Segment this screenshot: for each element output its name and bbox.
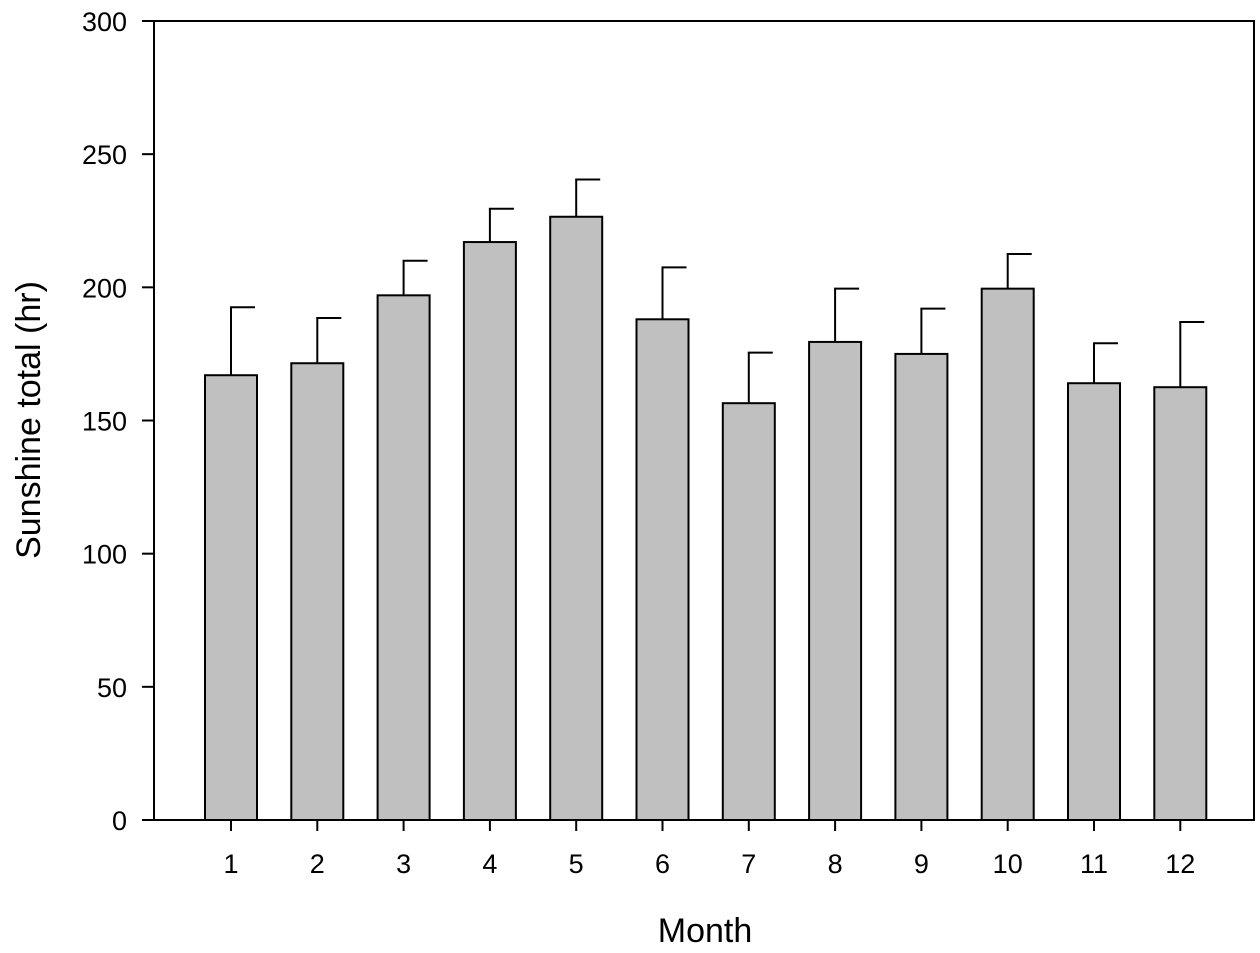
y-tick-label: 250 [82,140,127,170]
bar [808,340,863,821]
bar [635,318,690,821]
x-tick-label: 7 [741,849,756,879]
y-tick-label: 0 [112,806,127,836]
x-tick-label: 3 [396,849,411,879]
y-tick-label: 50 [97,673,127,703]
bars [204,215,1208,822]
bar [376,294,431,822]
bar [1067,382,1121,821]
x-tick-label: 2 [310,849,325,879]
y-tick-label: 300 [82,7,127,37]
x-tick-label: 10 [993,849,1023,879]
bar [721,402,776,821]
error-bars [230,178,1205,404]
x-tick-label: 8 [828,849,843,879]
bar [980,287,1035,822]
bar [462,241,517,822]
x-tick-label: 4 [482,849,497,879]
x-axis-label: Month [658,912,753,950]
y-tick-label: 200 [82,273,127,303]
y-axis-label: Sunshine total (hr) [10,281,48,559]
bar [290,362,345,821]
bar [1153,386,1208,821]
x-tick-label: 6 [655,849,670,879]
y-tick-label: 100 [82,540,127,570]
x-tick-label: 12 [1165,849,1195,879]
x-tick-label: 1 [223,849,238,879]
x-tick-label: 11 [1080,849,1108,879]
y-tick-label: 150 [82,407,127,437]
bar [549,215,604,821]
y-axis: 0 50 100 150 200 250 300 [82,7,154,836]
x-tick-label: 5 [569,849,584,879]
bar [204,374,258,821]
x-axis: 1 2 3 4 5 6 7 8 9 10 11 12 [223,820,1195,879]
bar [894,352,949,821]
x-tick-label: 9 [914,849,929,879]
